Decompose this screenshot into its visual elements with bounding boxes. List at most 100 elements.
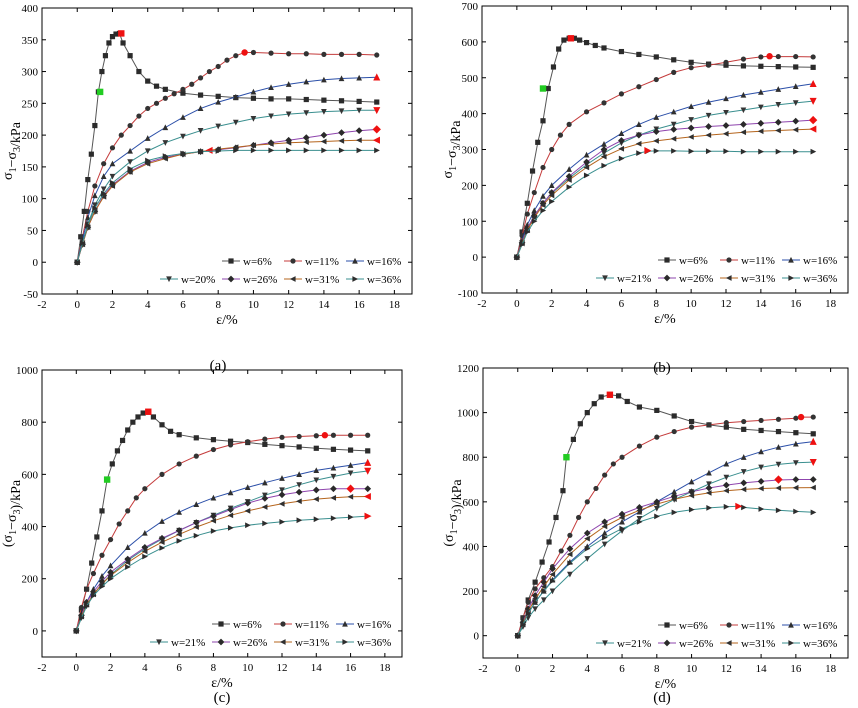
- panel-label: (c): [214, 690, 231, 706]
- data-point: [107, 562, 114, 569]
- data-point: [575, 514, 582, 521]
- data-point: [232, 144, 239, 151]
- data-point: [302, 134, 310, 142]
- series-w16: [513, 80, 817, 260]
- data-point: [210, 517, 217, 524]
- data-point: [313, 516, 320, 523]
- data-point: [741, 504, 747, 511]
- data-point: [125, 508, 131, 514]
- series-line: [516, 55, 814, 258]
- series-w36: [515, 502, 817, 639]
- data-point: [525, 599, 531, 605]
- data-point: [774, 118, 782, 126]
- x-tick-label: 0: [74, 662, 80, 674]
- legend-marker: [788, 640, 795, 646]
- data-point: [619, 454, 625, 460]
- data-point: [244, 499, 252, 507]
- series-w31: [74, 136, 380, 266]
- data-point: [99, 552, 105, 558]
- data-point: [636, 519, 643, 525]
- legend-label: w=16%: [367, 256, 401, 268]
- series-w11: [515, 413, 816, 639]
- data-point: [671, 496, 677, 503]
- legend-marker: [664, 257, 670, 263]
- data-point: [688, 134, 694, 140]
- highlight-point: [567, 35, 575, 42]
- data-point: [364, 485, 372, 493]
- data-point: [176, 538, 183, 544]
- data-point: [83, 586, 90, 592]
- legend-label: w=36%: [367, 274, 401, 286]
- x-tick-label: -2: [477, 298, 486, 310]
- x-axis-label: ε/%: [211, 676, 233, 691]
- x-tick-label: 6: [619, 663, 625, 675]
- data-point: [365, 432, 371, 438]
- data-point: [227, 506, 234, 513]
- legend-marker: [166, 276, 172, 283]
- series-line: [75, 462, 368, 632]
- data-point: [583, 109, 590, 115]
- data-point: [74, 259, 81, 266]
- data-point: [775, 53, 781, 60]
- data-point: [119, 437, 126, 444]
- data-point: [670, 108, 677, 115]
- data-point: [78, 604, 85, 611]
- series-line: [516, 150, 814, 258]
- legend-marker: [602, 275, 608, 282]
- data-point: [262, 441, 268, 447]
- highlight-point: [809, 97, 817, 105]
- data-point: [583, 39, 590, 46]
- data-point: [535, 139, 541, 145]
- data-point: [654, 513, 660, 520]
- data-point: [330, 464, 337, 471]
- data-point: [577, 421, 583, 427]
- data-point: [810, 148, 817, 155]
- data-point: [635, 140, 642, 147]
- series-line: [516, 37, 814, 258]
- data-point: [549, 146, 555, 153]
- data-point: [792, 440, 799, 447]
- highlight-point: [321, 432, 329, 439]
- y-tick-label: 400: [22, 522, 39, 534]
- data-point: [278, 500, 285, 507]
- data-point: [600, 153, 607, 160]
- data-point: [524, 200, 530, 206]
- data-point: [268, 113, 274, 120]
- data-point: [109, 160, 116, 167]
- x-tick-label: 4: [145, 299, 151, 311]
- data-point: [100, 193, 107, 200]
- data-point: [162, 140, 169, 146]
- data-point: [566, 166, 573, 172]
- data-point: [653, 114, 660, 120]
- x-tick-label: 2: [550, 663, 556, 675]
- data-point: [296, 482, 303, 488]
- data-point: [227, 512, 234, 519]
- legend-label: w=31%: [295, 637, 329, 649]
- data-point: [519, 241, 526, 248]
- data-point: [347, 447, 354, 453]
- data-point: [262, 520, 268, 527]
- data-point: [232, 119, 239, 126]
- x-tick-label: 8: [654, 663, 660, 675]
- x-tick-label: 10: [686, 663, 698, 675]
- series-w36: [73, 512, 372, 634]
- data-point: [85, 177, 91, 183]
- data-point: [810, 54, 816, 60]
- y-tick-label: 1000: [457, 408, 480, 420]
- data-point: [792, 100, 799, 106]
- data-point: [540, 583, 547, 590]
- x-tick-label: 8: [654, 298, 660, 310]
- highlight-point: [539, 85, 547, 92]
- data-point: [548, 182, 555, 188]
- series-line: [516, 100, 814, 258]
- data-point: [90, 570, 97, 577]
- data-point: [598, 394, 604, 400]
- data-point: [540, 597, 547, 604]
- legend-label: w=11%: [741, 620, 775, 632]
- data-point: [268, 96, 274, 102]
- data-point: [92, 205, 98, 212]
- legend-marker: [342, 620, 348, 627]
- data-point: [153, 100, 160, 106]
- data-point: [330, 473, 337, 480]
- data-point: [653, 505, 660, 512]
